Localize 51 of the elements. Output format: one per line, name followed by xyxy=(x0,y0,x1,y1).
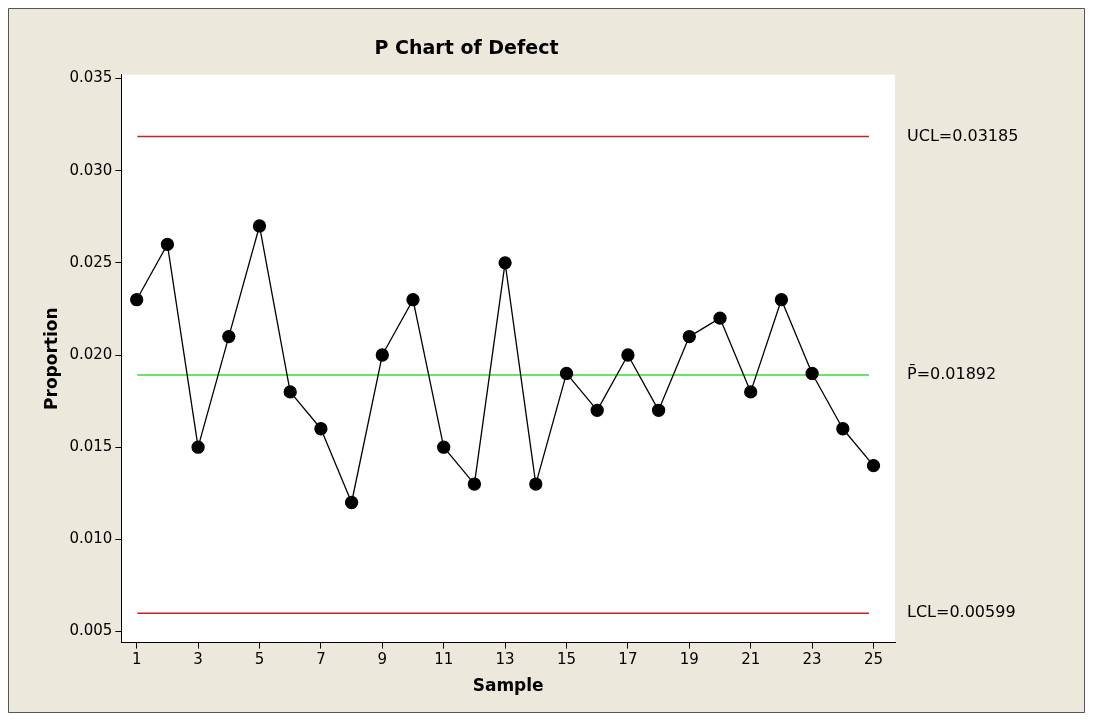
y-tick-label: 0.030 xyxy=(69,160,113,179)
point xyxy=(682,329,696,344)
point xyxy=(774,293,789,307)
x-tick-label: 15 xyxy=(556,650,577,669)
point xyxy=(836,422,850,436)
point xyxy=(744,385,758,399)
point xyxy=(590,403,604,417)
x-axis-title: Sample xyxy=(472,675,544,696)
x-tick-label: 23 xyxy=(802,650,822,669)
point xyxy=(344,495,359,510)
y-axis-title: Proportion xyxy=(40,307,61,410)
x-tick-label: 19 xyxy=(679,650,699,669)
point xyxy=(222,329,236,344)
point xyxy=(498,256,512,270)
x-tick-label: 17 xyxy=(618,650,638,669)
point xyxy=(375,348,389,362)
x-tick-label: 1 xyxy=(131,650,142,669)
x-tick-label: 13 xyxy=(495,650,515,669)
point xyxy=(283,385,297,399)
x-tick-label: 9 xyxy=(377,650,388,669)
x-tick-label: 5 xyxy=(254,650,265,669)
point xyxy=(252,219,267,233)
point xyxy=(559,366,574,381)
point xyxy=(621,348,635,362)
ref-line-label: LCL=0.00599 xyxy=(907,602,1016,622)
x-tick-label: 3 xyxy=(193,650,203,669)
point xyxy=(713,311,727,325)
point xyxy=(529,477,543,491)
y-tick-label: 0.010 xyxy=(69,529,113,548)
y-tick-label: 0.025 xyxy=(69,252,113,271)
x-tick-label: 11 xyxy=(434,650,454,669)
y-tick-label: 0.020 xyxy=(69,344,113,363)
chart-title: P Chart of Defect xyxy=(374,36,559,59)
point xyxy=(160,237,175,252)
point xyxy=(130,293,144,307)
x-tick-label: 21 xyxy=(741,650,761,669)
ref-line-label: P̄=0.01892 xyxy=(907,364,997,384)
point xyxy=(866,458,881,473)
y-tick-label: 0.015 xyxy=(69,437,113,456)
point xyxy=(805,366,819,381)
point xyxy=(314,422,328,436)
point xyxy=(467,477,482,491)
x-tick-label: 25 xyxy=(863,650,884,669)
x-tick-label: 7 xyxy=(316,650,326,669)
point xyxy=(406,293,420,307)
point xyxy=(437,440,451,454)
ref-line-label: UCL=0.03185 xyxy=(907,125,1019,145)
y-tick-label: 0.035 xyxy=(69,68,113,87)
y-tick-label: 0.005 xyxy=(69,621,113,640)
point xyxy=(191,440,205,454)
point xyxy=(651,403,666,417)
